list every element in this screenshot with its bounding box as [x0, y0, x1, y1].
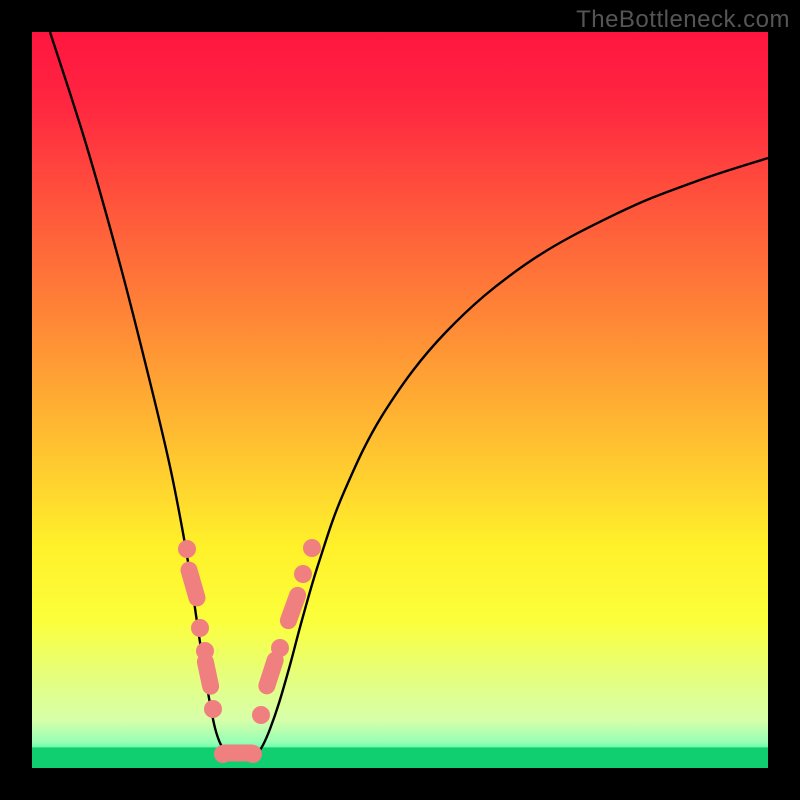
chart-outer-frame: TheBottleneck.com: [0, 0, 800, 800]
bottom-green-band: [32, 747, 768, 768]
watermark-text: TheBottleneck.com: [576, 6, 790, 34]
marker-circle: [294, 565, 312, 583]
marker-circle: [196, 642, 214, 660]
background-gradient: [32, 32, 768, 768]
marker-circle: [303, 539, 321, 557]
marker-circle: [214, 745, 232, 763]
marker-circle: [191, 619, 209, 637]
marker-circle: [271, 639, 289, 657]
plot-svg: [32, 32, 768, 768]
plot-area: [32, 32, 768, 768]
marker-circle: [204, 700, 222, 718]
marker-circle: [244, 745, 262, 763]
marker-circle: [252, 706, 270, 724]
marker-circle: [178, 540, 196, 558]
